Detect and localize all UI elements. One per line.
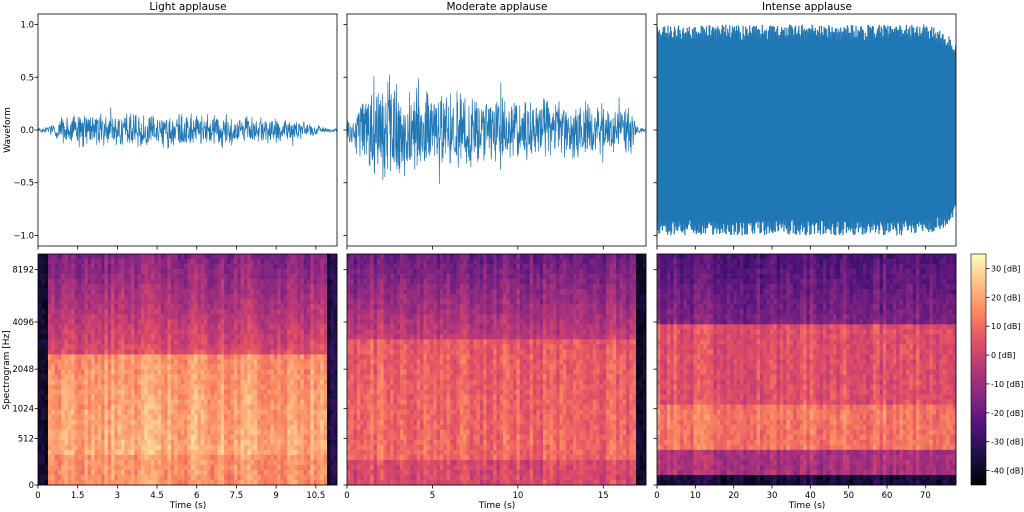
colorbar-tick-label: 0 [dB] <box>991 351 1015 360</box>
xtick-label: 9 <box>273 491 278 501</box>
axis-ticks: 1.0 0.5 0.0 −0.5 −1.0 0 1.5 3 4.5 6 7.5 9 10.5 0 5 10 15… <box>12 21 930 501</box>
waveform-moderate-plot <box>347 74 646 184</box>
xlabel-intense: Time (s) <box>788 501 826 511</box>
ytick-label: 0.0 <box>20 126 34 136</box>
ytick-label: 1.0 <box>20 21 34 31</box>
spec-ytick-label: 512 <box>18 434 34 444</box>
colorbar-tick-label: 10 [dB] <box>991 322 1021 331</box>
waveform-line <box>347 74 646 184</box>
colorbar-tick-label: -20 [dB] <box>991 409 1023 418</box>
colorbar-tick-label: 20 [dB] <box>991 293 1021 302</box>
xtick-label: 7.5 <box>230 491 244 501</box>
title-moderate: Moderate applause <box>447 1 548 13</box>
colorbar-tick-label: -40 [dB] <box>991 467 1023 476</box>
xtick-label: 50 <box>843 491 854 501</box>
ytick-label: −1.0 <box>13 231 34 241</box>
xtick-label: 0 <box>344 491 349 501</box>
xlabel-light: Time (s) <box>169 501 207 511</box>
xtick-label: 10 <box>690 491 701 501</box>
colorbar-tick-label: -30 [dB] <box>991 438 1023 447</box>
colorbar-tick-label: 30 [dB] <box>991 264 1021 273</box>
ytick-label: −0.5 <box>13 179 34 189</box>
xtick-label: 3 <box>115 491 120 501</box>
colorbar <box>970 253 987 486</box>
waveform-intense-plot <box>657 24 956 236</box>
title-light: Light applause <box>149 1 226 13</box>
colorbar-tick-label: -10 [dB] <box>991 380 1023 389</box>
title-intense: Intense applause <box>762 1 852 13</box>
xtick-label: 30 <box>767 491 778 501</box>
waveform-line <box>38 107 337 149</box>
waveform-light-plot <box>38 107 337 149</box>
xtick-label: 20 <box>728 491 739 501</box>
colorbar-ticks: 30 [dB] 20 [dB] 10 [dB] 0 [dB] -10 [dB] -20 [… <box>986 264 1023 476</box>
xtick-label: 0 <box>35 491 40 501</box>
xtick-label: 4.5 <box>150 491 164 501</box>
xtick-label: 60 <box>882 491 893 501</box>
ylabel-spectrogram: Spectrogram [Hz] <box>2 330 12 410</box>
spectrogram-moderate-plot <box>347 254 647 486</box>
xtick-label: 0 <box>654 491 659 501</box>
spec-ytick-label: 1024 <box>12 405 34 415</box>
spec-ytick-label: 4096 <box>12 318 34 328</box>
spec-ytick-label: 2048 <box>12 365 34 375</box>
spectrogram-light-plot <box>38 254 338 486</box>
waveform-line <box>657 24 956 236</box>
xtick-label: 15 <box>598 491 609 501</box>
spectrogram-intense-plot <box>657 254 957 486</box>
ytick-label: 0.5 <box>20 73 34 83</box>
spec-ytick-label: 8192 <box>12 266 34 276</box>
xtick-label: 6 <box>194 491 199 501</box>
ylabel-waveform: Waveform <box>3 107 13 153</box>
spec-ytick-label: 0 <box>29 481 34 491</box>
xtick-label: 70 <box>920 491 931 501</box>
xtick-label: 40 <box>805 491 816 501</box>
xtick-label: 10 <box>512 491 523 501</box>
xtick-label: 10.5 <box>306 491 325 501</box>
xtick-label: 1.5 <box>71 491 85 501</box>
xlabel-moderate: Time (s) <box>478 501 516 511</box>
xtick-label: 5 <box>430 491 435 501</box>
